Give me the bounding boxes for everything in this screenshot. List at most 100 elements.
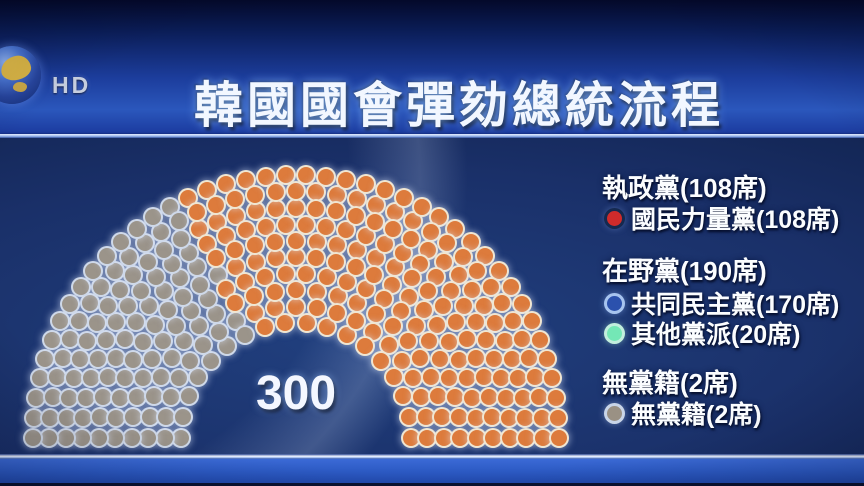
seat-dot [422, 368, 439, 385]
seat-dot [190, 221, 207, 238]
seat-dot [28, 389, 45, 406]
seat-dot [419, 283, 436, 300]
seat-dot [195, 337, 212, 354]
seat-dot [513, 330, 530, 347]
seat-dot [477, 247, 494, 264]
seat-dot [435, 253, 452, 270]
seat-dot [218, 228, 235, 245]
seat-dot [308, 250, 325, 267]
seat-dot [267, 233, 284, 250]
seat-dot [494, 295, 511, 312]
seat-dot [156, 430, 173, 446]
seat-dot [367, 305, 384, 322]
seat-dot [298, 265, 315, 282]
seat-dot [180, 190, 197, 206]
seat-dot [162, 198, 179, 215]
legend-group-heading-independent: 無黨籍(2席) [602, 368, 738, 398]
seat-dot [288, 183, 304, 200]
seat-dot [133, 282, 150, 299]
seat-dot [31, 370, 48, 387]
seat-dot [124, 409, 141, 426]
seat-dot [257, 268, 274, 285]
seat-dot [518, 430, 535, 446]
header-banner: HD 韓國國會彈劾總統流程 [0, 0, 864, 134]
seat-dot [347, 312, 364, 329]
seat-dot [82, 369, 99, 386]
seat-dot [44, 389, 61, 406]
seat-dot [153, 368, 170, 385]
seat-dot [357, 176, 374, 193]
seat-dot [160, 302, 177, 319]
seat-dot [172, 270, 189, 287]
seat-dot [490, 262, 507, 279]
seat-dot [434, 298, 451, 315]
seat-dot [207, 249, 224, 266]
seat-dot [339, 327, 356, 344]
seat-dot [482, 278, 499, 295]
seat-dot [75, 409, 92, 426]
seat-dot [156, 283, 173, 300]
seat-dot [384, 318, 401, 335]
seat-dot [514, 295, 531, 312]
globe-landmass [13, 82, 27, 92]
seat-dot [419, 241, 436, 258]
seat-dot [338, 273, 355, 290]
seat-dot [487, 314, 504, 331]
seat-dot [427, 268, 444, 285]
seat-dot [78, 389, 95, 406]
seat-dot [134, 333, 151, 350]
seat-dot [405, 370, 422, 387]
seat-dot [143, 350, 160, 367]
seat-dot [439, 235, 456, 252]
legend-item-label: 其他黨派(20席) [631, 321, 801, 349]
seat-dot [227, 242, 244, 259]
seat-dot [386, 259, 403, 276]
seat-dot [277, 167, 294, 184]
seat-dot [308, 300, 325, 317]
legend-item-label: 共同民主黨(170席) [631, 291, 840, 319]
seat-dot [111, 389, 128, 406]
legend-item-dpk: 共同民主黨(170席) [607, 285, 839, 321]
seat-dot [108, 409, 125, 426]
seat-dot [140, 253, 157, 270]
seat-dot [349, 295, 366, 312]
seat-dot [451, 409, 468, 426]
seat-dot [107, 349, 124, 366]
seat-dot [256, 319, 273, 336]
seat-dot [348, 242, 365, 259]
seat-dot [207, 196, 224, 213]
seat-dot [146, 388, 163, 405]
seat-dot [99, 298, 116, 314]
seat-dot [128, 220, 145, 237]
seat-dot [365, 323, 382, 340]
seat-dot [199, 291, 216, 308]
seat-dot [247, 186, 264, 203]
seat-dot [61, 390, 78, 407]
seat-dot [357, 338, 374, 355]
seat-dot [403, 430, 419, 446]
seat-dot [57, 430, 74, 446]
seat-dot [504, 351, 521, 368]
seat-dot [208, 305, 225, 322]
seat-dot [434, 408, 451, 425]
seat-dot [156, 241, 172, 258]
seat-dot [419, 430, 436, 446]
seat-dot [168, 317, 185, 334]
seat-dot [308, 200, 325, 217]
seat-dot [475, 369, 492, 386]
seat-dot [372, 352, 389, 369]
seat-dot [288, 298, 304, 315]
seat-dot [191, 276, 208, 293]
seat-dot [247, 304, 264, 321]
seat-dot [117, 331, 134, 348]
legend-item-others: 其他黨派(20席) [607, 315, 800, 351]
seat-dot [277, 315, 294, 332]
seat-dot [551, 430, 567, 446]
seat-dot [267, 184, 284, 201]
seat-dot [188, 204, 205, 221]
seat-dot [288, 249, 304, 266]
seat-dot [395, 388, 412, 405]
legend: 執政黨(108席) 國民力量黨(108席) 在野黨(190席) 共同民主黨(17… [600, 138, 864, 456]
seat-dot [247, 253, 264, 270]
seat-dot [422, 223, 439, 240]
